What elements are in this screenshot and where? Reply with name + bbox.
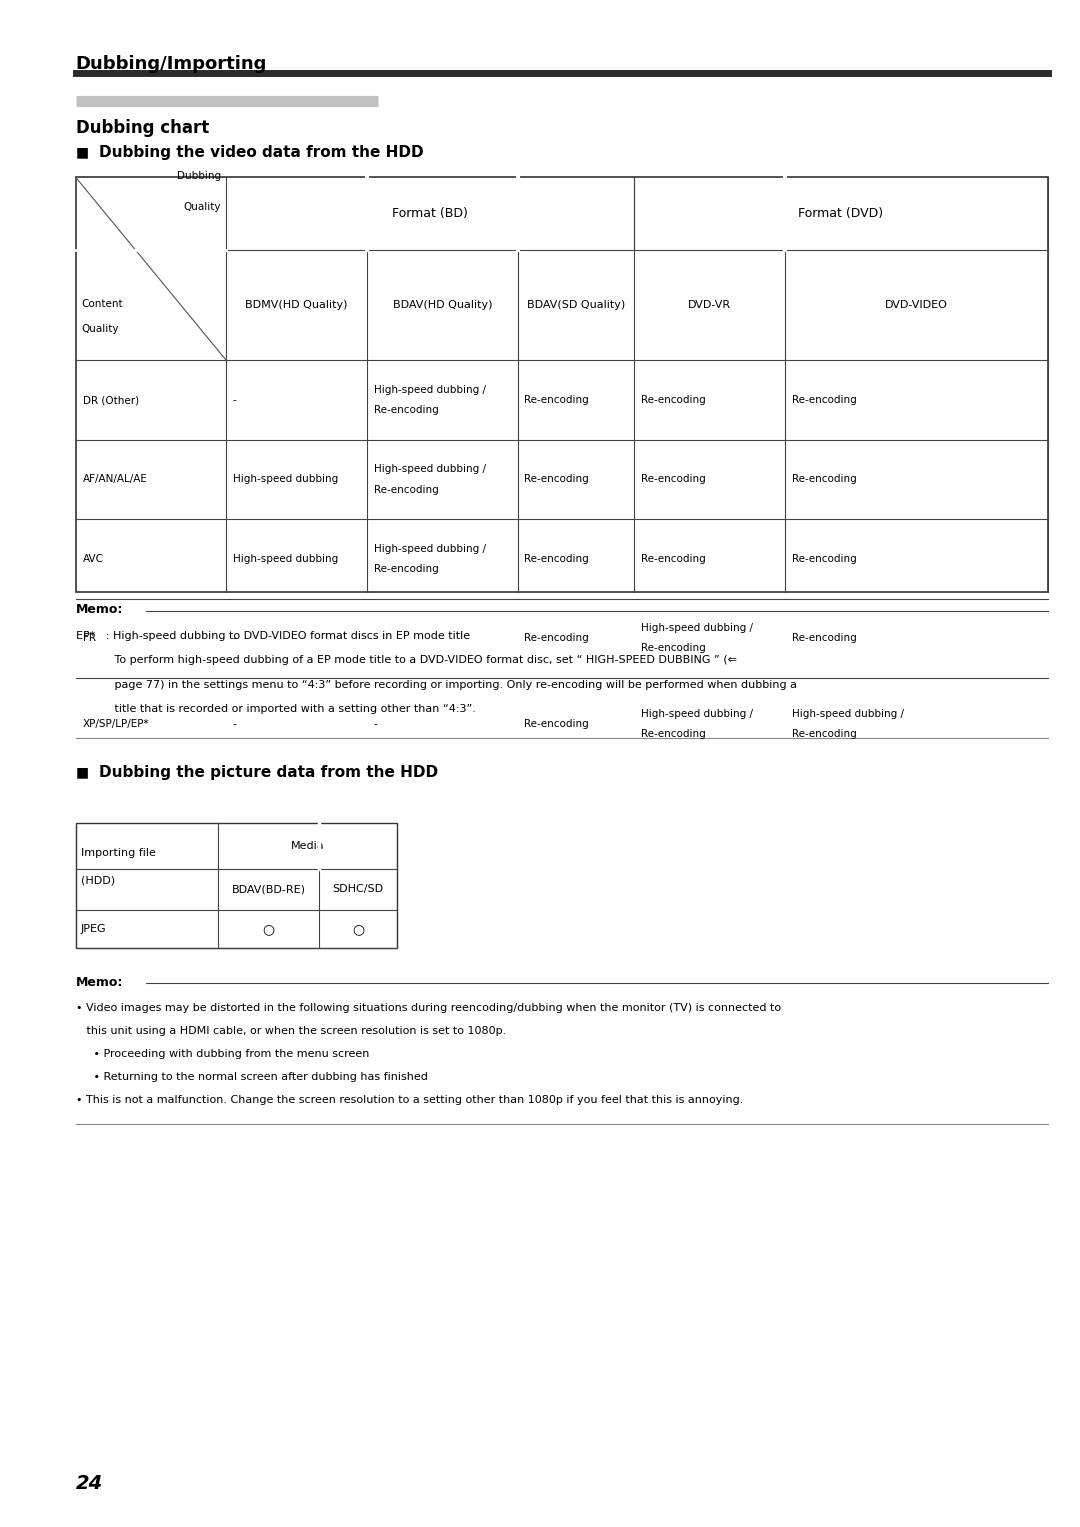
Text: AVC: AVC [83,554,104,563]
Text: Format (BD): Format (BD) [392,208,469,220]
Text: Re-encoding: Re-encoding [524,719,589,728]
Text: DR (Other): DR (Other) [83,395,139,405]
Bar [76,823,397,948]
Text: Re-encoding: Re-encoding [374,484,438,495]
Text: ○: ○ [262,922,274,936]
Text: To perform high-speed dubbing of a EP mode title to a DVD-VIDEO format disc, set: To perform high-speed dubbing of a EP mo… [76,655,737,666]
Text: High-speed dubbing /: High-speed dubbing / [374,464,486,475]
Text: page 77) in the settings menu to “4:3” before recording or importing. Only re-en: page 77) in the settings menu to “4:3” b… [76,680,797,690]
Text: Dubbing chart: Dubbing chart [76,119,208,137]
Text: • Returning to the normal screen after dubbing has finished: • Returning to the normal screen after d… [76,1072,428,1083]
Text: Re-encoding: Re-encoding [524,395,589,405]
Text: Re-encoding: Re-encoding [792,554,856,563]
Text: Quality: Quality [184,202,220,212]
Text: • Video images may be distorted in the following situations during reencoding/du: • Video images may be distorted in the f… [76,1003,781,1014]
Text: JPEG: JPEG [81,924,107,935]
Text: Re-encoding: Re-encoding [640,643,705,654]
Text: Re-encoding: Re-encoding [374,563,438,574]
Text: High-speed dubbing /: High-speed dubbing / [640,623,753,634]
Text: ○: ○ [352,922,364,936]
Text: BDAV(HD Quality): BDAV(HD Quality) [393,301,492,310]
Text: -: - [374,634,377,643]
Text: Dubbing the picture data from the HDD: Dubbing the picture data from the HDD [99,765,438,780]
Text: SDHC/SD: SDHC/SD [333,884,383,895]
Text: -: - [233,634,237,643]
Text: High-speed dubbing: High-speed dubbing [233,475,338,484]
Text: • This is not a malfunction. Change the screen resolution to a setting other tha: • This is not a malfunction. Change the … [76,1095,743,1106]
Text: High-speed dubbing /: High-speed dubbing / [374,385,486,395]
Text: -: - [233,719,237,728]
Text: Re-encoding: Re-encoding [640,475,705,484]
Text: Memo:: Memo: [76,976,123,989]
Text: Dubbing the video data from the HDD: Dubbing the video data from the HDD [99,145,424,160]
Text: BDAV(SD Quality): BDAV(SD Quality) [527,301,625,310]
Text: XP/SP/LP/EP*: XP/SP/LP/EP* [83,719,150,728]
Text: Re-encoding: Re-encoding [640,728,705,739]
Text: Content: Content [81,299,123,310]
Text: FR: FR [83,634,96,643]
Text: BDAV(BD-RE): BDAV(BD-RE) [231,884,306,895]
Text: Re-encoding: Re-encoding [792,395,856,405]
Text: Importing file: Importing file [81,847,156,858]
Text: Re-encoding: Re-encoding [374,405,438,415]
Text: Quality: Quality [81,324,119,334]
Text: Re-encoding: Re-encoding [792,634,856,643]
Text: Re-encoding: Re-encoding [792,728,856,739]
Text: EP*   : High-speed dubbing to DVD-VIDEO format discs in EP mode title: EP* : High-speed dubbing to DVD-VIDEO fo… [76,631,470,641]
Text: • Proceeding with dubbing from the menu screen: • Proceeding with dubbing from the menu … [76,1049,369,1060]
Text: Memo:: Memo: [76,603,123,617]
Text: title that is recorded or imported with a setting other than “4:3”.: title that is recorded or imported with … [76,704,475,715]
Text: BDMV(HD Quality): BDMV(HD Quality) [245,301,348,310]
Text: AF/AN/AL/AE: AF/AN/AL/AE [83,475,148,484]
Text: 24: 24 [76,1475,103,1493]
Text: Re-encoding: Re-encoding [640,395,705,405]
Text: High-speed dubbing: High-speed dubbing [233,554,338,563]
Text: High-speed dubbing /: High-speed dubbing / [374,544,486,554]
Text: -: - [374,719,377,728]
Text: Re-encoding: Re-encoding [792,475,856,484]
Text: High-speed dubbing /: High-speed dubbing / [640,709,753,719]
Text: Re-encoding: Re-encoding [524,475,589,484]
Text: High-speed dubbing /: High-speed dubbing / [792,709,904,719]
Text: DVD-VIDEO: DVD-VIDEO [885,301,948,310]
Text: Re-encoding: Re-encoding [524,554,589,563]
Text: Media: Media [291,841,325,851]
Bar [76,177,1048,592]
Text: Re-encoding: Re-encoding [640,554,705,563]
Text: this unit using a HDMI cable, or when the screen resolution is set to 1080p.: this unit using a HDMI cable, or when th… [76,1026,505,1037]
Text: Format (DVD): Format (DVD) [798,208,883,220]
Text: ■: ■ [76,765,89,779]
Text: (HDD): (HDD) [81,875,116,886]
Text: DVD-VR: DVD-VR [688,301,731,310]
Text: Re-encoding: Re-encoding [524,634,589,643]
Text: ■: ■ [76,145,89,159]
Text: Dubbing/Importing: Dubbing/Importing [76,55,267,73]
Text: Dubbing: Dubbing [177,171,220,182]
Text: -: - [233,395,237,405]
